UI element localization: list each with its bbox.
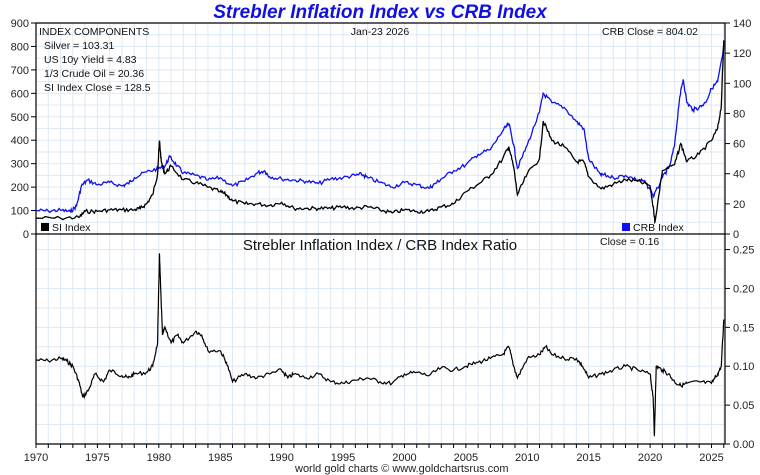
components-heading: INDEX COMPONENTS [39, 26, 149, 38]
right-tick-label: 140 [733, 18, 751, 30]
component-si-close: SI Index Close = 128.5 [44, 82, 151, 94]
legend-label-si: SI Index [52, 222, 91, 234]
component-crude-oil: 1/3 Crude Oil = 20.36 [44, 68, 144, 80]
left-tick-label: 0 [23, 229, 29, 241]
right-tick-label: 80 [733, 108, 745, 120]
x-tick-label: 1990 [269, 452, 293, 464]
left-tick-label: 800 [11, 41, 29, 53]
left-tick-label: 300 [11, 159, 29, 171]
chart-date: Jan-23 2026 [351, 26, 410, 38]
left-tick-label: 200 [11, 182, 29, 194]
ratio-tick-label: 0.00 [733, 439, 754, 451]
left-tick-label: 500 [11, 112, 29, 124]
left-tick-label: 100 [11, 206, 29, 218]
ratio-panel-title: Strebler Inflation Index / CRB Index Rat… [243, 237, 517, 254]
crb-close-label: CRB Close = 804.02 [602, 26, 698, 38]
ratio-tick-label: 0.20 [733, 283, 754, 295]
x-tick-label: 2000 [392, 452, 416, 464]
series-line-crb-index [36, 44, 725, 214]
x-tick-label: 2005 [454, 452, 478, 464]
left-tick-label: 900 [11, 18, 29, 30]
left-tick-label: 700 [11, 65, 29, 77]
right-tick-label: 100 [733, 78, 751, 90]
right-tick-label: 120 [733, 48, 751, 60]
x-tick-label: 2015 [576, 452, 600, 464]
axes: 0 100 200 300 400 500 600 700 800 900 0 20 40 60 80 100… [11, 18, 755, 464]
component-silver: Silver = 103.31 [44, 40, 114, 52]
x-tick-label: 2020 [638, 452, 662, 464]
right-tick-label: 60 [733, 139, 745, 151]
x-tick-label: 1975 [85, 452, 109, 464]
chart-title: Strebler Inflation Index vs CRB Index [213, 2, 548, 23]
footer-credit: world gold charts © www.goldchartsrus.co… [294, 463, 509, 475]
series-layer [35, 40, 725, 437]
legend-label-crb: CRB Index [633, 222, 685, 234]
ratio-tick-label: 0.05 [733, 400, 754, 412]
legend-swatch-si [41, 223, 49, 231]
right-tick-label: 40 [733, 169, 745, 181]
x-tick-label: 1985 [208, 452, 232, 464]
series-line-si-index [35, 40, 725, 225]
x-tick-label: 1995 [331, 452, 355, 464]
x-tick-label: 1980 [147, 452, 171, 464]
component-us10y: US 10y Yield = 4.83 [44, 54, 137, 66]
left-tick-label: 600 [11, 88, 29, 100]
ratio-close-label: Close = 0.16 [600, 236, 659, 248]
left-tick-label: 400 [11, 135, 29, 147]
legend-swatch-crb [622, 223, 630, 231]
x-tick-label: 1970 [24, 452, 48, 464]
ratio-tick-label: 0.15 [733, 322, 754, 334]
x-tick-label: 2010 [515, 452, 539, 464]
right-tick-label: 20 [733, 199, 745, 211]
series-line-ratio [35, 253, 725, 437]
x-tick-label: 2025 [699, 452, 723, 464]
right-tick-label: 0 [733, 229, 739, 241]
ratio-tick-label: 0.25 [733, 245, 754, 257]
ratio-tick-label: 0.10 [733, 361, 754, 373]
